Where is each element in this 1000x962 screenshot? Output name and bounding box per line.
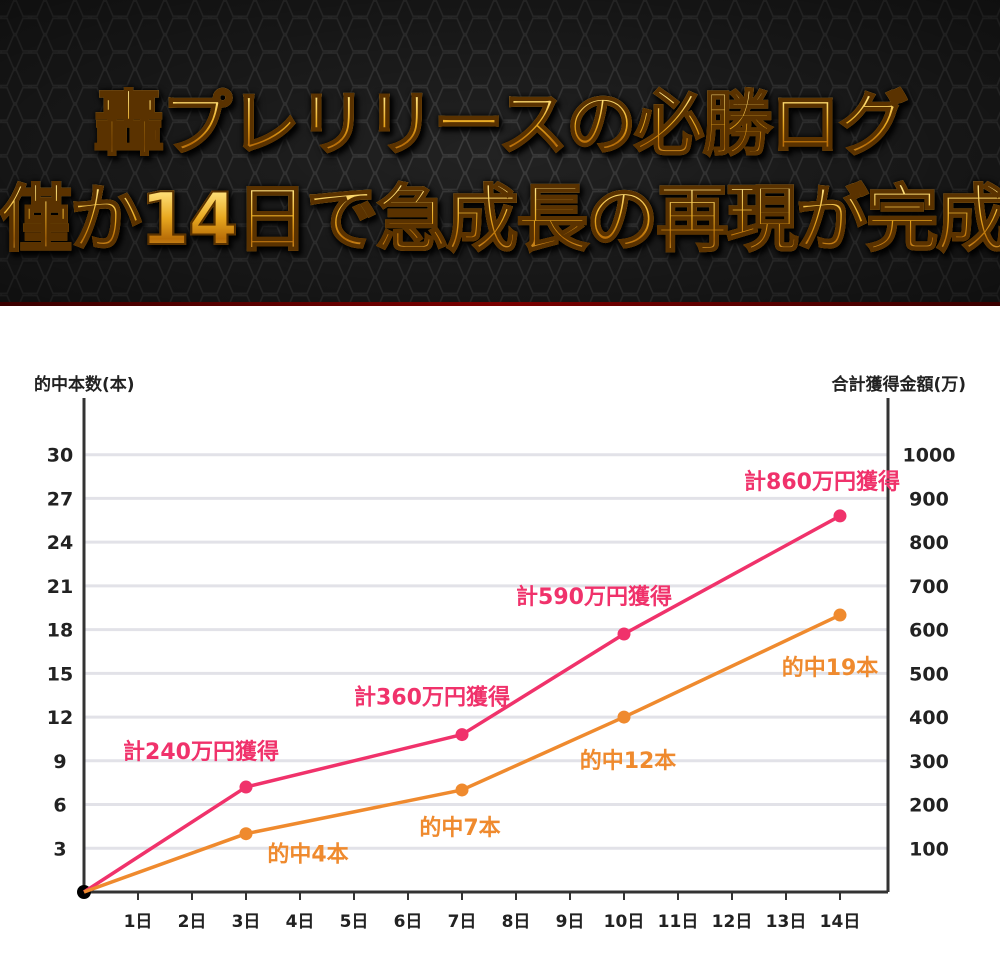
right-tick-label: 800 xyxy=(909,532,949,554)
x-tick-label: 12日 xyxy=(712,912,753,932)
right-tick-label: 1000 xyxy=(903,445,956,467)
x-tick-label: 2日 xyxy=(178,912,207,932)
honeycomb-pattern xyxy=(0,0,1000,306)
left-tick-label: 15 xyxy=(47,663,73,685)
right-tick-label: 500 xyxy=(909,663,949,685)
left-tick-label: 9 xyxy=(53,751,66,773)
tick-labels: 3 6 9 12 15 18 21 24 27 30 100 200 300 400 500 600 700 80… xyxy=(47,445,956,932)
left-tick-label: 3 xyxy=(53,838,66,860)
right-axis-title: 合計獲得金額(万) xyxy=(831,374,966,395)
data-label: 計360万円獲得 xyxy=(354,685,510,711)
data-point xyxy=(455,728,469,742)
chart-area: 3 6 9 12 15 18 21 24 27 30 100 200 300 400 500 600 700 80… xyxy=(0,306,1000,958)
left-tick-label: 21 xyxy=(47,576,73,598)
data-point xyxy=(833,608,847,622)
right-tick-label: 300 xyxy=(909,751,949,773)
data-label: 的中19本 xyxy=(782,655,879,681)
x-tick-label: 13日 xyxy=(766,912,807,932)
x-tick-label: 7日 xyxy=(448,912,477,932)
data-point xyxy=(239,827,253,841)
x-tick-label: 14日 xyxy=(820,912,861,932)
data-label: 的中7本 xyxy=(419,815,500,841)
data-label: 計590万円獲得 xyxy=(516,584,672,610)
right-tick-label: 900 xyxy=(909,488,949,510)
data-label: 的中12本 xyxy=(580,748,677,774)
x-tick-label: 4日 xyxy=(286,912,315,932)
left-axis-title: 的中本数(本) xyxy=(34,374,135,395)
gridlines xyxy=(84,453,888,900)
data-point xyxy=(833,509,847,523)
data-point xyxy=(239,780,253,794)
banner-title-line1: 轟プレリリースの必勝ログ xyxy=(0,68,1000,169)
x-tick-label: 8日 xyxy=(502,912,531,932)
left-tick-label: 30 xyxy=(47,445,73,467)
right-tick-label: 700 xyxy=(909,576,949,598)
data-point xyxy=(617,710,631,724)
left-tick-label: 6 xyxy=(53,795,66,817)
data-point xyxy=(617,627,631,641)
x-tick-label: 11日 xyxy=(658,912,699,932)
series-lines xyxy=(83,509,847,894)
data-label: 計240万円獲得 xyxy=(123,739,279,765)
left-tick-label: 24 xyxy=(47,532,73,554)
banner-title-line2: 僅か14日で急成長の再現が完成 xyxy=(0,160,1000,265)
x-tick-label: 3日 xyxy=(232,912,261,932)
header-banner: 轟プレリリースの必勝ログ 僅か14日で急成長の再現が完成 xyxy=(0,0,1000,306)
x-tick-label: 9日 xyxy=(556,912,585,932)
right-tick-label: 600 xyxy=(909,620,949,642)
right-tick-label: 200 xyxy=(909,795,949,817)
right-tick-label: 400 xyxy=(909,707,949,729)
left-tick-label: 18 xyxy=(47,620,73,642)
x-tick-label: 1日 xyxy=(124,912,153,932)
data-label: 的中4本 xyxy=(267,842,348,868)
line-chart: 3 6 9 12 15 18 21 24 27 30 100 200 300 400 500 600 700 80… xyxy=(34,374,966,932)
x-tick-label: 6日 xyxy=(394,912,423,932)
x-tick-label: 10日 xyxy=(604,912,645,932)
left-tick-label: 27 xyxy=(47,488,73,510)
data-label: 計860万円獲得 xyxy=(744,469,900,495)
axes xyxy=(77,398,890,899)
data-point xyxy=(455,783,469,797)
x-tick-label: 5日 xyxy=(340,912,369,932)
right-tick-label: 100 xyxy=(909,838,949,860)
left-tick-label: 12 xyxy=(47,707,73,729)
